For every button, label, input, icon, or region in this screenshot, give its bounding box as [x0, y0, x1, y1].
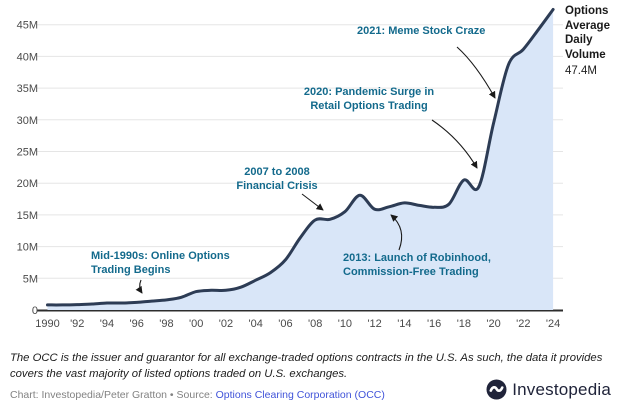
gridlines: [37, 24, 563, 312]
footnote-line: The OCC is the issuer and guarantor for …: [10, 352, 603, 364]
svg-text:'02: '02: [219, 318, 233, 330]
investopedia-logo: Investopedia: [486, 379, 611, 400]
svg-text:'10: '10: [338, 318, 352, 330]
svg-text:'94: '94: [100, 318, 114, 330]
brand-wordmark: Investopedia: [512, 379, 611, 399]
svg-text:'18: '18: [457, 318, 471, 330]
latest-value-title-line: Options: [565, 5, 609, 17]
annotation-line: 2020: Pandemic Surge in: [303, 86, 435, 98]
latest-value-title-line: Volume: [565, 48, 606, 61]
annotation-line: Commission-Free Trading: [343, 266, 479, 278]
area-chart: 0 5M 10M 15M 20M 25M 30M 35M 40M 45M 1990 '92 '94 '9…: [17, 8, 563, 330]
svg-text:'14: '14: [397, 318, 411, 330]
annotation-mid1990s: Mid-1990s: Online Options Trading Begins: [91, 249, 230, 277]
arrow-pandemic: [431, 119, 478, 169]
credit-prefix: Chart: Investopedia/Peter Gratton • Sour…: [10, 389, 216, 401]
svg-text:20M: 20M: [17, 178, 38, 190]
data-line: [46, 8, 555, 307]
svg-text:'04: '04: [249, 318, 263, 330]
svg-text:10M: 10M: [17, 242, 38, 254]
arrow-mid1990s: [135, 279, 143, 294]
annotation-line: Mid-1990s: Online Options: [91, 250, 230, 262]
annotation-meme-stock: 2021: Meme Stock Craze: [357, 24, 485, 38]
annotation-line: Financial Crisis: [236, 180, 318, 192]
svg-text:30M: 30M: [17, 115, 38, 127]
area-fill: [47, 9, 554, 310]
svg-text:'20: '20: [486, 318, 500, 330]
svg-text:25M: 25M: [17, 147, 38, 159]
credit-line: Chart: Investopedia/Peter Gratton • Sour…: [10, 389, 385, 401]
svg-text:'98: '98: [159, 318, 173, 330]
svg-text:1990: 1990: [35, 318, 59, 330]
x-axis-labels: 1990 '92 '94 '96 '98 '00 '02 '04 '06 '08 '10 '12 '14…: [35, 318, 560, 330]
annotation-line: 2007 to 2008: [244, 166, 310, 178]
annotation-pandemic: 2020: Pandemic Surge in Retail Options T…: [300, 85, 438, 113]
y-axis-labels: 0 5M 10M 15M 20M 25M 30M 35M 40M 45M: [17, 20, 38, 317]
svg-text:'24: '24: [546, 318, 560, 330]
svg-text:5M: 5M: [23, 273, 38, 285]
source-link[interactable]: Options Clearing Corporation (OCC): [215, 389, 385, 401]
arrow-meme-stock: [456, 46, 496, 99]
footnote: The OCC is the issuer and guarantor for …: [10, 351, 613, 382]
svg-text:45M: 45M: [17, 20, 38, 32]
footnote-line: covers the vast majority of listed optio…: [10, 367, 348, 380]
svg-text:0: 0: [32, 305, 38, 317]
latest-value: 47.4M: [565, 65, 597, 77]
annotation-line: 2013: Launch of Robinhood,: [343, 252, 491, 264]
arrow-financial-crisis: [301, 193, 324, 211]
svg-text:35M: 35M: [17, 83, 38, 95]
latest-value-title-line: Daily: [565, 34, 593, 46]
annotation-robinhood: 2013: Launch of Robinhood, Commission-Fr…: [343, 251, 491, 279]
latest-value-label: Options Average Daily Volume 47.4M: [565, 4, 619, 79]
investopedia-logo-icon: [486, 379, 507, 400]
arrow-robinhood: [390, 214, 403, 251]
svg-text:'00: '00: [189, 318, 203, 330]
svg-text:'92: '92: [70, 318, 84, 330]
svg-text:'12: '12: [367, 318, 381, 330]
svg-text:'08: '08: [308, 318, 322, 330]
svg-text:15M: 15M: [17, 210, 38, 222]
svg-text:'06: '06: [278, 318, 292, 330]
svg-text:'16: '16: [427, 318, 441, 330]
svg-text:'96: '96: [130, 318, 144, 330]
annotation-financial-crisis: 2007 to 2008 Financial Crisis: [231, 165, 323, 193]
data-series: [46, 8, 555, 310]
annotation-line: Retail Options Trading: [310, 100, 428, 112]
annotation-arrows: [135, 46, 496, 294]
latest-value-title-line: Average: [565, 19, 610, 32]
svg-text:40M: 40M: [17, 51, 38, 63]
annotation-line: 2021: Meme Stock Craze: [357, 25, 486, 37]
svg-text:'22: '22: [516, 318, 530, 330]
annotation-line: Trading Begins: [91, 264, 171, 276]
